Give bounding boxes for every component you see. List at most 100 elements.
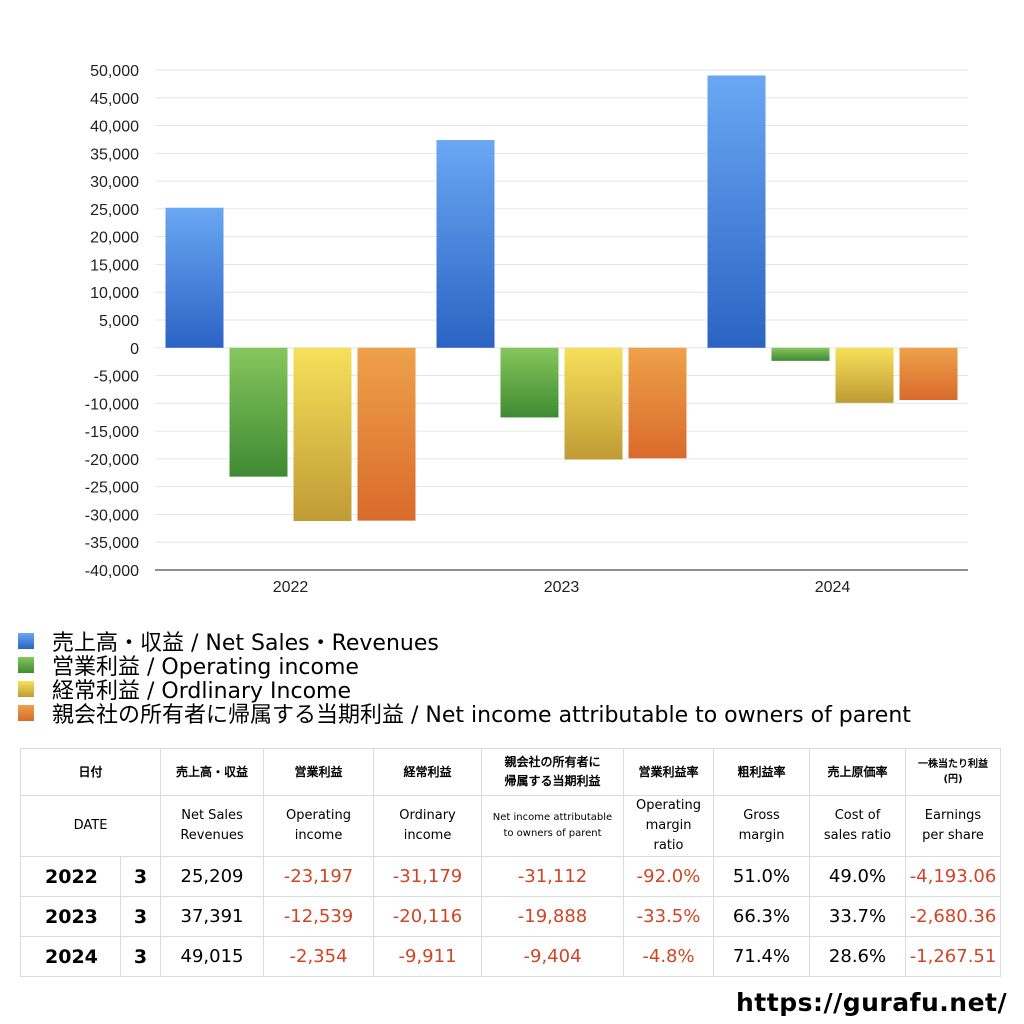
- header-cos-en-2: sales ratio: [823, 828, 892, 843]
- header-opm-en-3: ratio: [653, 838, 684, 853]
- cell-gm: 71.4%: [713, 936, 811, 977]
- legend-label-sales: 売上高・収益 / Net Sales・Revenues: [52, 631, 439, 656]
- y-tick-label: 50,000: [90, 63, 139, 80]
- x-axis-ticks: 2022 2023 2024: [273, 579, 851, 596]
- y-tick-label: 40,000: [90, 119, 139, 136]
- cell-opm: -4.8%: [623, 936, 715, 977]
- legend-swatch-operating: [18, 657, 34, 673]
- bar-chart: 50,000 45,000 40,000 35,000 30,000 25,000 20,0…: [85, 63, 968, 596]
- header-ord-en-1: Ordinary: [399, 808, 456, 823]
- cell-year: 2022: [20, 856, 121, 897]
- header-net-en-1: Net income attributable: [492, 812, 613, 823]
- y-tick-label: -10,000: [85, 396, 139, 413]
- header-cos-jp: 売上原価率: [809, 748, 907, 796]
- header-opm-en-1: Operating: [636, 798, 702, 813]
- legend-swatch-net: [18, 705, 34, 721]
- bar-2022-series-2: [293, 347, 352, 521]
- cell-op: -2,354: [263, 936, 375, 977]
- legend-label-ordinary: 経常利益 / Ordlinary Income: [52, 679, 351, 704]
- cell-ord: -9,911: [373, 936, 483, 977]
- bar-2023-series-0: [436, 140, 495, 348]
- cell-opm: -33.5%: [623, 896, 715, 937]
- header-net-en: Net income attributable to owners of pare…: [481, 795, 625, 857]
- header-gm-en-1: Gross: [743, 808, 780, 823]
- cell-eps: -1,267.51: [905, 936, 1002, 977]
- legend-label-net: 親会社の所有者に帰属する当期利益 / Net income attributab…: [52, 703, 911, 728]
- y-tick-label: -20,000: [85, 452, 139, 469]
- y-tick-label: 35,000: [90, 146, 139, 163]
- header-opm-en-2: margin: [645, 818, 692, 833]
- cell-op: -23,197: [263, 856, 375, 897]
- y-tick-label: 25,000: [90, 202, 139, 219]
- header-eps-en-2: per share: [922, 828, 984, 843]
- legend-item-net: 親会社の所有者に帰属する当期利益 / Net income attributab…: [18, 701, 911, 728]
- cell-op: -12,539: [263, 896, 375, 937]
- bar-2023-series-1: [500, 347, 559, 418]
- header-op-jp: 営業利益: [263, 748, 375, 796]
- cell-ord: -31,179: [373, 856, 483, 897]
- cell-sales: 49,015: [160, 936, 265, 977]
- cell-year: 2023: [20, 896, 121, 937]
- header-row-en: DATE Net Sales Revenues Operating income O…: [19, 795, 1002, 857]
- header-cos-en-1: Cost of: [834, 808, 881, 823]
- y-tick-label: -40,000: [85, 563, 139, 580]
- legend-swatch-ordinary: [18, 681, 34, 697]
- cell-cos: 28.6%: [809, 936, 907, 977]
- header-eps-en: Earnings per share: [905, 795, 1002, 857]
- y-tick-label: 15,000: [90, 257, 139, 274]
- header-opm-jp: 営業利益率: [623, 748, 715, 796]
- header-op-en: Operating income: [263, 795, 375, 857]
- bar-2023-series-2: [564, 347, 623, 460]
- cell-month: 3: [119, 896, 162, 937]
- legend-swatch-sales: [18, 633, 34, 649]
- header-net-jp-line2: 帰属する当期利益: [504, 774, 601, 788]
- header-sales-en-1: Net Sales: [181, 808, 243, 823]
- bar-2023-series-3: [628, 347, 687, 459]
- cell-sales: 37,391: [160, 896, 265, 937]
- y-tick-label: 30,000: [90, 174, 139, 191]
- y-tick-label: -35,000: [85, 535, 139, 552]
- cell-month: 3: [119, 856, 162, 897]
- y-tick-label: -30,000: [85, 507, 139, 524]
- legend-item-ordinary: 経常利益 / Ordlinary Income: [18, 677, 911, 704]
- header-sales-en: Net Sales Revenues: [160, 795, 265, 857]
- y-tick-label: -5,000: [94, 369, 139, 386]
- table-row: 2023 3 37,391 -12,539 -20,116 -19,888 -3…: [20, 896, 1002, 937]
- cell-eps: -4,193.06: [905, 856, 1002, 897]
- cell-eps: -2,680.36: [905, 896, 1002, 937]
- cell-gm: 66.3%: [713, 896, 811, 937]
- site-url[interactable]: https://gurafu.net/: [736, 988, 1008, 1017]
- legend-item-operating: 営業利益 / Operating income: [18, 653, 911, 680]
- y-tick-label: 45,000: [90, 91, 139, 108]
- bar-2024-series-2: [835, 347, 894, 403]
- header-date-jp: 日付: [19, 748, 162, 796]
- table-row: 2024 3 49,015 -2,354 -9,911 -9,404 -4.8%…: [20, 936, 1002, 977]
- cell-net: -19,888: [481, 896, 625, 937]
- y-tick-label: 5,000: [99, 313, 139, 330]
- bars: [165, 75, 958, 521]
- cell-year: 2024: [20, 936, 121, 977]
- header-gm-en: Gross margin: [713, 795, 811, 857]
- cell-cos: 49.0%: [809, 856, 907, 897]
- y-tick-label: 20,000: [90, 230, 139, 247]
- y-tick-label: -25,000: [85, 480, 139, 497]
- gridlines: [155, 69, 968, 571]
- legend-label-operating: 営業利益 / Operating income: [52, 655, 359, 680]
- bar-2024-series-0: [707, 75, 766, 348]
- header-eps-jp-line2: (円): [943, 774, 963, 785]
- y-tick-label: -15,000: [85, 424, 139, 441]
- header-gm-jp: 粗利益率: [713, 748, 811, 796]
- table-row: 2022 3 25,209 -23,197 -31,179 -31,112 -9…: [20, 856, 1002, 897]
- bar-2022-series-0: [165, 207, 224, 348]
- legend-item-sales: 売上高・収益 / Net Sales・Revenues: [18, 629, 911, 656]
- header-net-jp-line1: 親会社の所有者に: [504, 755, 601, 769]
- header-opm-en: Operating margin ratio: [623, 795, 715, 857]
- header-ord-jp: 経常利益: [373, 748, 483, 796]
- cell-gm: 51.0%: [713, 856, 811, 897]
- cell-ord: -20,116: [373, 896, 483, 937]
- x-tick-label: 2024: [815, 579, 851, 596]
- header-sales-jp: 売上高・収益: [160, 748, 265, 796]
- header-date-en: DATE: [19, 795, 162, 857]
- header-sales-en-2: Revenues: [180, 828, 244, 843]
- y-axis-ticks: 50,000 45,000 40,000 35,000 30,000 25,000 20,0…: [85, 63, 139, 580]
